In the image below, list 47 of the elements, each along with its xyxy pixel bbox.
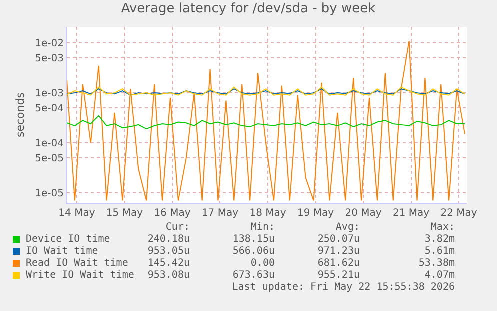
text: 250.07u bbox=[316, 234, 360, 245]
chart-title: Average latency for /dev/sda - by week bbox=[121, 1, 376, 16]
text: 53.38m bbox=[418, 258, 455, 269]
x-tick-label: 14 May bbox=[58, 208, 96, 219]
text: 673.63u bbox=[232, 270, 275, 281]
y-tick-label: 5e-03 bbox=[35, 54, 64, 65]
text: 955.21u bbox=[316, 270, 360, 281]
text: Cur: bbox=[164, 222, 190, 233]
y-tick-label: 5e-05 bbox=[35, 154, 64, 165]
line-series bbox=[67, 86, 466, 96]
legend-label: IO Wait time bbox=[26, 246, 98, 258]
y-tick-label: 1e-03 bbox=[35, 88, 64, 100]
text: 953.08u bbox=[148, 270, 190, 281]
text: Last update: Fri May 22 15:55:38 2026 bbox=[231, 282, 455, 293]
x-tick-label: 19 May bbox=[297, 208, 334, 219]
text: 681.62u bbox=[316, 258, 360, 269]
x-tick-label: 17 May bbox=[202, 208, 239, 219]
text: 5.61m bbox=[424, 246, 455, 257]
line-series bbox=[67, 115, 466, 130]
legend-label: Device IO time bbox=[26, 234, 110, 246]
text: Min: bbox=[250, 222, 275, 233]
x-tick-label: 21 May bbox=[392, 208, 430, 219]
text: 240.18u bbox=[146, 234, 190, 245]
y-tick-label: 1e-04 bbox=[35, 138, 64, 150]
line-series bbox=[67, 40, 466, 202]
x-tick-label: 15 May bbox=[106, 208, 144, 219]
line-series bbox=[67, 88, 466, 96]
text: 971.23u bbox=[316, 246, 360, 257]
text: 145.42u bbox=[148, 258, 190, 269]
y-tick-label: 1e-02 bbox=[35, 38, 64, 50]
x-tick-label: 18 May bbox=[250, 208, 286, 219]
x-tick-label: 20 May bbox=[345, 208, 382, 219]
text: Avg: bbox=[334, 222, 360, 233]
y-axis-title: seconds bbox=[14, 92, 27, 138]
text: 4.07m bbox=[424, 270, 455, 281]
text: 138.15u bbox=[232, 234, 275, 245]
legend-label: Write IO Wait time bbox=[26, 270, 134, 282]
y-tick-label: 5e-04 bbox=[35, 104, 64, 115]
x-tick-label: 16 May bbox=[154, 208, 191, 219]
text: 566.06u bbox=[232, 246, 275, 257]
y-tick-label: 1e-05 bbox=[35, 188, 64, 200]
text: Max: bbox=[430, 222, 455, 233]
legend-label: Read IO Wait time bbox=[26, 258, 128, 270]
text: 953.05u bbox=[146, 246, 190, 257]
text: 3.82m bbox=[424, 234, 455, 245]
text: 0.00 bbox=[250, 258, 275, 269]
x-tick-label: 22 May bbox=[440, 208, 478, 219]
